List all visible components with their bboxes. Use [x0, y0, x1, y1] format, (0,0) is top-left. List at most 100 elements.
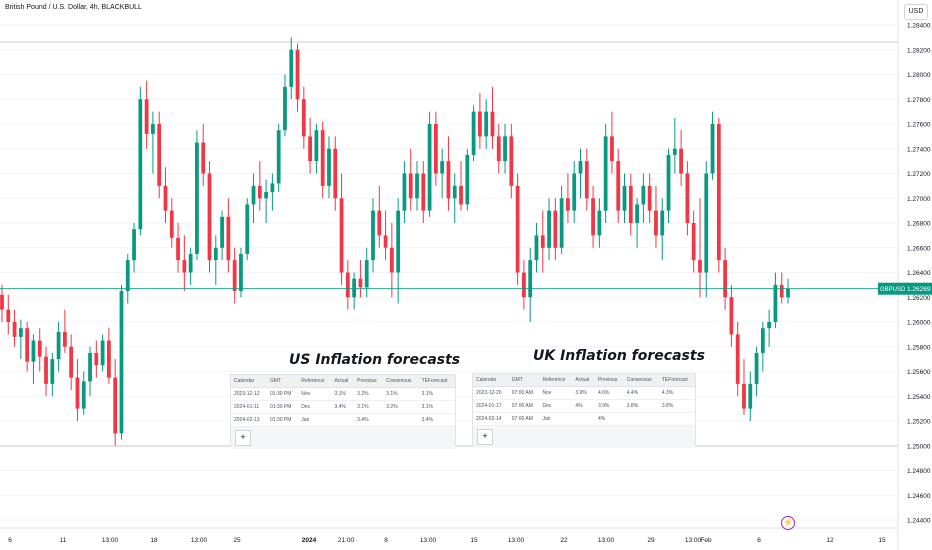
currency-button[interactable]: USD [904, 4, 928, 20]
uk-table-row: 2024-02-14 07:00 AM Jan 4% [473, 412, 695, 426]
candle-body [207, 173, 212, 261]
y-tick-label: 1.27800 [907, 97, 931, 104]
x-tick-label: 13:00 [102, 537, 119, 544]
uk-table-cell: 2024-01-17 [473, 399, 509, 413]
candle-body [339, 198, 344, 273]
us-table-cell: Jan [298, 413, 332, 427]
us-table-cell: 3.2% [383, 400, 419, 414]
uk-table-cell: Dec [539, 399, 573, 413]
candle-body [597, 210, 602, 236]
candle-body [88, 352, 92, 382]
us-add-row: + [231, 427, 455, 449]
uk-table-cell: Nov [539, 386, 573, 400]
candle-body [685, 173, 690, 223]
candle-body [6, 309, 11, 322]
uk-col-header: Previous [594, 374, 624, 387]
candle-body [547, 210, 551, 248]
candle-body [471, 111, 476, 155]
candle-body [478, 111, 482, 137]
us-add-button[interactable]: + [235, 430, 251, 446]
candle-body [421, 173, 426, 211]
candle-body [578, 161, 583, 174]
us-col-header: TEForecast [418, 375, 455, 388]
us-table-row: 2024-02-13 01:30 PM Jan 3.4% 3.4% [231, 413, 455, 427]
candle-body [427, 124, 432, 211]
x-tick-label: 21:00 [338, 537, 355, 544]
x-tick-label: 13:00 [685, 537, 702, 544]
candle-body [742, 383, 746, 409]
us-table-cell: 2023-12-12 [231, 387, 268, 401]
candle-body [169, 210, 174, 238]
uk-table-cell: 3.9% [594, 399, 624, 413]
candle-body [622, 185, 627, 211]
candle-body [245, 204, 250, 254]
uk-table-cell: 4.3% [658, 386, 695, 400]
uk-col-header: GMT [508, 374, 540, 387]
candle-body [654, 210, 658, 236]
candle-body [251, 185, 256, 205]
candle-body [138, 99, 143, 230]
candle-body [94, 352, 99, 366]
uk-table-cell [658, 412, 695, 426]
candle-body [660, 210, 665, 236]
uk-table-cell: 3.9% [572, 386, 595, 400]
us-table-cell: 2024-02-13 [231, 413, 268, 427]
uk-table-row: 2023-12-20 07:00 AM Nov 3.9% 4.6% 4.4% 4.3% [473, 386, 695, 400]
candle-body [151, 124, 155, 134]
candle-body [754, 352, 759, 384]
candle-body [18, 328, 23, 337]
candle-body [748, 383, 753, 409]
uk-col-header: Reference [539, 374, 573, 387]
candle-body [182, 260, 187, 273]
uk-table-cell: 4% [594, 412, 624, 426]
candle-body [377, 210, 382, 236]
candle-body [559, 198, 564, 248]
candle-body [195, 142, 199, 254]
uk-add-button[interactable]: + [477, 429, 493, 445]
x-tick-label: 6 [8, 537, 12, 544]
us-table-cell [331, 413, 355, 427]
x-tick-label: 8 [384, 537, 388, 544]
candle-body [44, 356, 48, 384]
candle-body [760, 328, 765, 353]
uk-table-cell: 3.8% [658, 399, 695, 413]
candle-body [729, 297, 734, 335]
x-tick-label: 15 [470, 537, 478, 544]
uk-table-cell: 3.8% [623, 399, 659, 413]
us-table-cell: Dec [298, 400, 332, 414]
candle-body [257, 185, 262, 199]
us-table-cell: 3.1% [383, 387, 419, 401]
candle-body [345, 272, 350, 298]
candle-body [698, 260, 702, 273]
lightning-icon[interactable]: ⚡ [781, 516, 795, 530]
uk-inflation-table: Calendar GMT Reference Actual Previous Consen… [472, 373, 696, 448]
candle-body [496, 136, 501, 162]
x-tick-label: 25 [233, 537, 241, 544]
x-tick-label: 11 [60, 537, 67, 544]
candle-body [691, 223, 696, 261]
candle-body [163, 185, 168, 211]
candle-body [157, 124, 162, 186]
uk-table-cell: 07:00 AM [508, 412, 540, 426]
x-tick-label: 13:00 [598, 537, 615, 544]
us-col-header: GMT [267, 375, 299, 388]
candle-body [672, 148, 677, 155]
candle-body [81, 381, 86, 409]
x-tick-label: 6 [757, 537, 761, 544]
us-panel-title: US Inflation forecasts [289, 352, 461, 368]
candle-body [484, 111, 489, 137]
y-tick-label: 1.25000 [907, 443, 931, 450]
candle-body [515, 185, 520, 273]
candle-body [679, 148, 683, 174]
candle-body [773, 284, 778, 322]
y-tick-label: 1.25400 [907, 394, 931, 401]
candle-body [666, 154, 671, 211]
y-tick-label: 1.26600 [907, 245, 931, 252]
candle-body [647, 185, 652, 211]
us-table-cell: 01:30 PM [267, 400, 299, 414]
uk-table-cell: Jan [539, 412, 573, 426]
candle-body [572, 173, 577, 211]
candle-body [358, 278, 363, 288]
us-table-cell: 3.4% [354, 413, 384, 427]
